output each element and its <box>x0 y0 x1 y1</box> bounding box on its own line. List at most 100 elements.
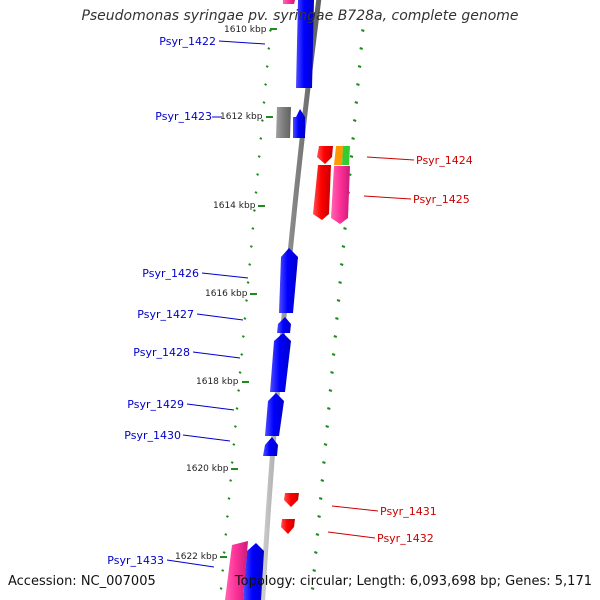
gene-label-psyr-1432[interactable]: Psyr_1432 <box>377 532 434 545</box>
gene-label-psyr-1431[interactable]: Psyr_1431 <box>380 505 437 518</box>
inner-tick <box>227 497 231 500</box>
gene-label-psyr-1426[interactable]: Psyr_1426 <box>142 267 199 280</box>
accession-text: Accession: NC_007005 <box>8 574 156 589</box>
inner-tick <box>245 299 248 302</box>
outer-tick <box>318 497 323 500</box>
inner-tick <box>268 29 272 32</box>
inner-tick <box>251 227 255 230</box>
outer-tick <box>343 227 347 230</box>
outer-tick <box>310 587 315 590</box>
gene-label-psyr-1428[interactable]: Psyr_1428 <box>133 346 190 359</box>
scale-label: 1610 kbp <box>224 25 267 35</box>
inner-tick <box>240 353 244 356</box>
outer-tick <box>360 29 365 32</box>
inner-tick <box>246 281 250 284</box>
inner-tick <box>259 137 263 140</box>
feature-pink-bottom <box>225 541 248 600</box>
gene-psyr-1422[interactable] <box>296 0 314 88</box>
gene-labels: Psyr_1422 Psyr_1423 Psyr_1426 Psyr_1427 … <box>107 35 472 567</box>
gene-psyr-1424[interactable] <box>317 146 333 164</box>
label-leader-lines <box>166 40 415 568</box>
outer-tick <box>323 443 328 446</box>
gene-label-psyr-1433[interactable]: Psyr_1433 <box>107 554 164 567</box>
inner-tick <box>265 65 269 68</box>
gene-psyr-1429[interactable] <box>265 393 284 436</box>
inner-tick <box>224 533 228 536</box>
inner-tick <box>221 569 225 572</box>
gene-label-psyr-1424[interactable]: Psyr_1424 <box>416 154 473 167</box>
gene-label-psyr-1425[interactable]: Psyr_1425 <box>413 193 470 206</box>
major-tick-marks <box>220 28 277 558</box>
inner-tick <box>260 119 264 122</box>
inner-tick <box>256 173 260 176</box>
outer-tick <box>322 461 326 464</box>
inner-tick <box>225 515 229 518</box>
outer-tick <box>313 551 318 554</box>
inner-tick <box>267 47 271 50</box>
scale-label: 1616 kbp <box>205 289 248 299</box>
inner-tick <box>248 263 252 266</box>
outer-tick <box>339 263 344 266</box>
inner-tick-marks <box>219 29 272 590</box>
inner-tick <box>230 461 234 464</box>
outer-tick <box>326 407 331 410</box>
outer-tick <box>315 533 320 536</box>
scale-label: 1622 kbp <box>175 552 218 562</box>
outer-tick <box>349 155 354 158</box>
outer-tick <box>352 119 357 122</box>
gene-psyr-1428[interactable] <box>270 333 291 392</box>
forward-strand-features <box>225 0 314 600</box>
gene-psyr-1433[interactable] <box>243 543 264 600</box>
inner-tick <box>264 83 268 86</box>
gene-psyr-1425[interactable] <box>313 165 331 220</box>
outer-tick <box>359 47 364 50</box>
inner-tick <box>238 371 242 374</box>
gene-psyr-1430[interactable] <box>263 437 278 456</box>
gene-psyr-1431[interactable] <box>284 493 299 507</box>
scale-label: 1620 kbp <box>186 464 229 474</box>
scale-label: 1612 kbp <box>220 112 263 122</box>
feature-pink-right <box>331 166 350 224</box>
feature-green <box>342 146 350 165</box>
outer-tick <box>317 515 321 518</box>
inner-tick <box>254 191 258 194</box>
gene-label-psyr-1427[interactable]: Psyr_1427 <box>137 308 194 321</box>
inner-tick <box>237 389 241 392</box>
scale-label: 1618 kbp <box>196 377 239 387</box>
gene-label-psyr-1429[interactable]: Psyr_1429 <box>127 398 184 411</box>
gene-psyr-1423[interactable] <box>293 109 305 138</box>
outer-tick <box>320 479 325 482</box>
inner-tick <box>219 587 223 590</box>
gene-psyr-1427[interactable] <box>277 317 291 333</box>
outer-tick <box>357 65 362 68</box>
inner-tick <box>222 551 226 554</box>
inner-tick <box>257 155 261 158</box>
gene-label-psyr-1422[interactable]: Psyr_1422 <box>159 35 216 48</box>
outer-tick-marks <box>310 29 365 590</box>
outer-tick <box>351 137 355 140</box>
inner-tick <box>235 407 239 410</box>
inner-tick <box>243 317 247 320</box>
gene-psyr-1432[interactable] <box>281 519 295 534</box>
outer-tick <box>341 245 346 248</box>
inner-tick <box>249 245 253 248</box>
outer-tick <box>354 101 359 104</box>
outer-tick <box>356 83 360 86</box>
outer-tick <box>336 299 341 302</box>
gene-label-psyr-1430[interactable]: Psyr_1430 <box>124 429 181 442</box>
map-title: Pseudomonas syringae pv. syringae B728a,… <box>81 8 519 24</box>
outer-tick <box>328 389 333 392</box>
inner-tick <box>241 335 245 338</box>
outer-tick <box>325 425 330 428</box>
outer-tick <box>330 371 334 374</box>
reverse-strand-features <box>281 146 350 534</box>
feature-pink-top <box>283 0 295 4</box>
feature-gray-block <box>276 107 291 138</box>
gene-label-psyr-1423[interactable]: Psyr_1423 <box>155 110 212 123</box>
gene-psyr-1426[interactable] <box>279 248 298 313</box>
genome-summary-text: Topology: circular; Length: 6,093,698 bp… <box>234 574 592 589</box>
outer-tick <box>331 353 336 356</box>
feature-orange <box>334 146 343 165</box>
outer-tick <box>335 317 339 320</box>
